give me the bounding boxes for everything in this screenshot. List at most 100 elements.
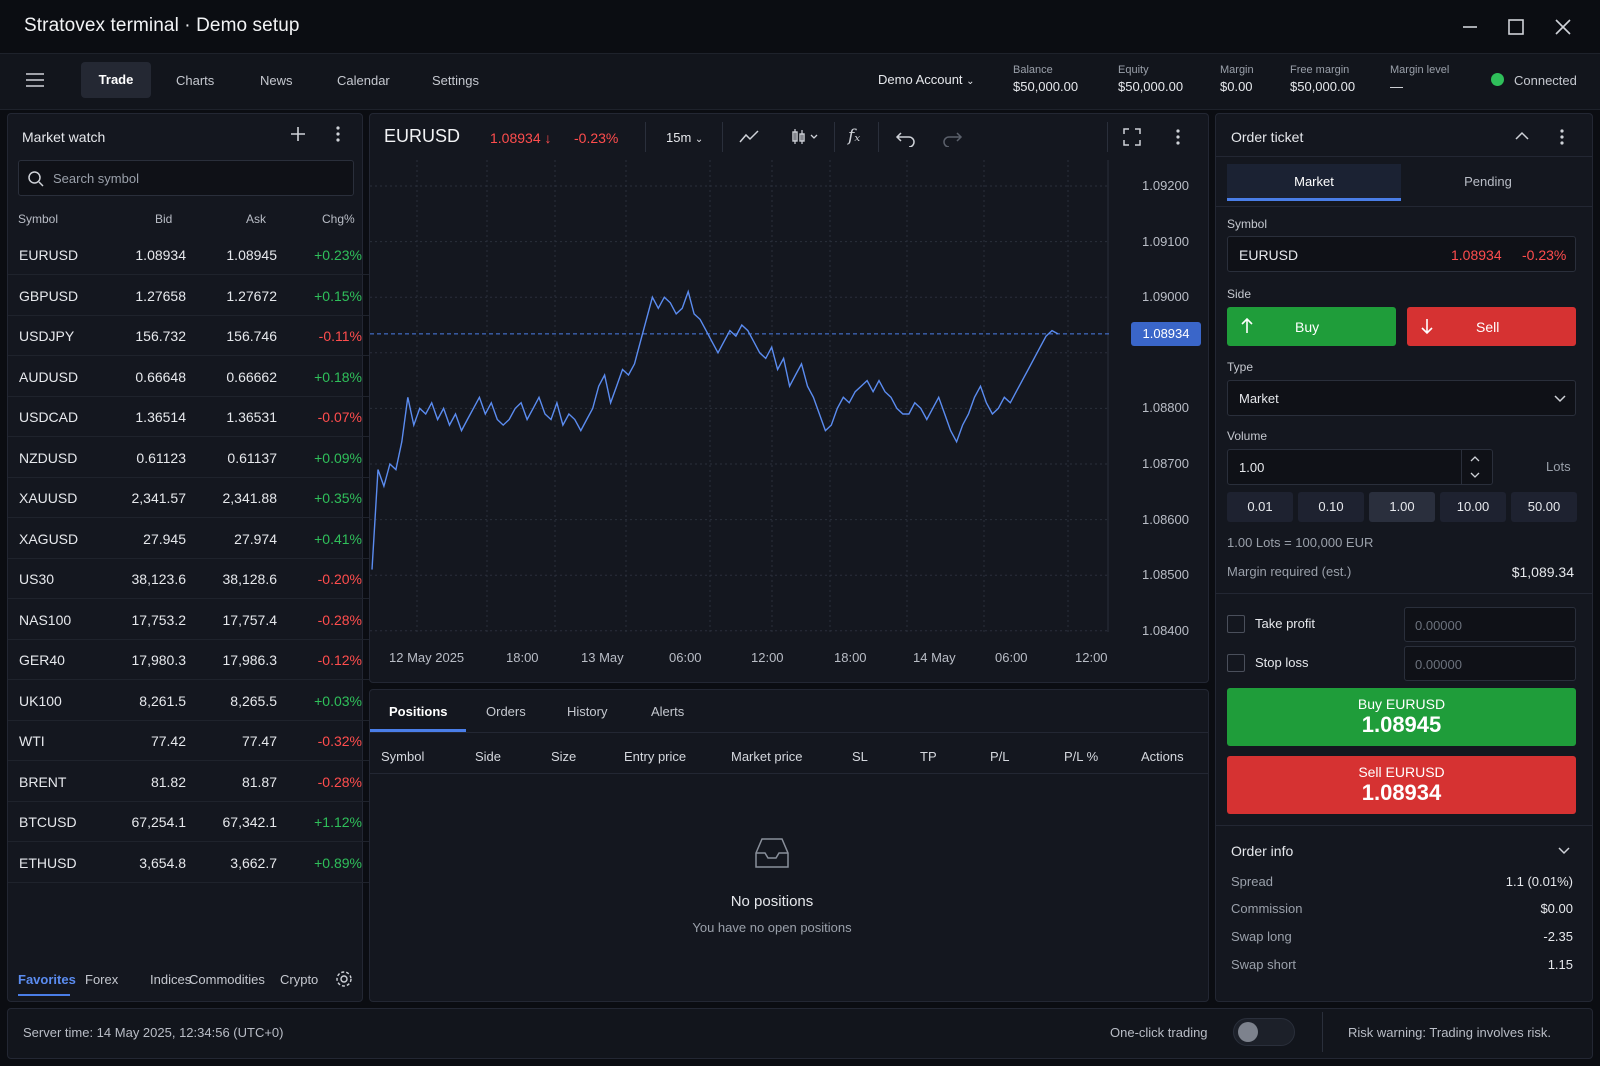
tab-positions[interactable]: Positions <box>389 704 448 719</box>
volume-preset-0-01[interactable]: 0.01 <box>1227 492 1293 522</box>
order-info-title: Order info <box>1231 843 1294 859</box>
x-tick-label: 12:00 <box>1075 650 1108 665</box>
side-sell-button[interactable]: Sell <box>1407 307 1576 346</box>
gear-icon[interactable] <box>334 969 354 992</box>
watch-tab-favorites[interactable]: Favorites <box>18 972 76 987</box>
minimize-button[interactable] <box>1454 12 1486 42</box>
redo-icon[interactable] <box>941 127 963 150</box>
info-label: Commission <box>1231 901 1303 916</box>
watch-row-eurusd[interactable]: EURUSD 1.08934 1.08945 +0.23% <box>8 235 370 275</box>
ticket-tab-pending[interactable]: Pending <box>1464 174 1512 189</box>
add-symbol-icon[interactable] <box>288 124 308 147</box>
th-market-price: Market price <box>731 749 803 764</box>
watch-bid: 38,123.6 <box>131 571 187 587</box>
watch-change-positive: +0.89% <box>314 854 362 871</box>
stop-loss-checkbox[interactable] <box>1227 654 1245 672</box>
watch-tab-commodities[interactable]: Commodities <box>189 972 265 987</box>
price-series-line <box>371 289 1059 570</box>
y-tick-label: 1.08700 <box>1142 456 1189 471</box>
watch-row-usdcad[interactable]: USDCAD 1.36514 1.36531 -0.07% <box>8 397 370 437</box>
account-selector[interactable]: Demo Account ⌄ <box>878 72 975 87</box>
chevron-down-icon[interactable] <box>1556 842 1572 861</box>
x-tick-label: 06:00 <box>669 650 702 665</box>
watch-symbol: EURUSD <box>19 247 79 263</box>
hamburger-menu-icon[interactable] <box>24 70 46 93</box>
indicators-fx-icon[interactable]: 𝑓ₓ <box>848 126 861 146</box>
empty-title: No positions <box>730 893 814 910</box>
y-tick-label: 1.09100 <box>1142 233 1189 249</box>
order-type-select[interactable]: Market <box>1227 380 1576 416</box>
volume-input[interactable]: 1.00 <box>1227 449 1493 485</box>
stepper-up-icon[interactable] <box>1468 452 1482 469</box>
more-options-icon[interactable] <box>328 124 348 147</box>
maximize-button[interactable] <box>1500 12 1532 42</box>
watch-row-xagusd[interactable]: XAGUSD 27.945 27.974 +0.41% <box>8 519 370 559</box>
tab-orders[interactable]: Orders <box>486 704 526 719</box>
tab-alerts[interactable]: Alerts <box>651 704 685 719</box>
stat-margin-level: Margin level — <box>1390 64 1449 94</box>
stat-margin: Margin $0.00 <box>1220 64 1254 94</box>
watch-row-nas100[interactable]: NAS100 17,753.2 17,757.4 -0.28% <box>8 600 370 640</box>
one-click-toggle[interactable] <box>1233 1018 1295 1046</box>
watch-row-us30[interactable]: US30 38,123.6 38,128.6 -0.20% <box>8 559 370 599</box>
watch-tab-forex[interactable]: Forex <box>85 972 119 987</box>
take-profit-input[interactable]: 0.00000 <box>1404 607 1576 642</box>
watch-row-xauusd[interactable]: XAUUSD 2,341.57 2,341.88 +0.35% <box>8 478 370 518</box>
stat-label: Margin <box>1220 64 1254 76</box>
close-button[interactable] <box>1547 12 1579 42</box>
stop-loss-input[interactable]: 0.00000 <box>1404 646 1576 681</box>
undo-icon[interactable] <box>895 127 917 150</box>
chart-more-icon[interactable] <box>1168 127 1188 150</box>
y-tick-label: 1.09200 <box>1142 178 1189 193</box>
price-chart[interactable] <box>370 160 1130 645</box>
info-row-spread: Spread 1.1 (0.01%) <box>1231 874 1573 889</box>
ticket-more-icon[interactable] <box>1552 127 1572 150</box>
ticket-symbol-field[interactable]: EURUSD 1.08934 -0.23% <box>1227 236 1576 272</box>
watch-row-brent[interactable]: BRENT 81.82 81.87 -0.28% <box>8 762 370 802</box>
watch-bid: 17,980.3 <box>131 652 187 668</box>
divider <box>1216 206 1592 207</box>
take-profit-checkbox[interactable] <box>1227 615 1245 633</box>
candlestick-icon[interactable] <box>790 127 824 150</box>
volume-preset-0-10[interactable]: 0.10 <box>1298 492 1364 522</box>
nav-tab-calendar[interactable]: Calendar <box>337 73 390 88</box>
watch-row-ethusd[interactable]: ETHUSD 3,654.8 3,662.7 +0.89% <box>8 843 370 883</box>
nav-tab-settings[interactable]: Settings <box>432 73 479 88</box>
col-header-chg: Chg% <box>322 212 355 226</box>
watch-row-wti[interactable]: WTI 77.42 77.47 -0.32% <box>8 721 370 761</box>
side-buy-button[interactable]: Buy <box>1227 307 1396 346</box>
watch-row-uk100[interactable]: UK100 8,261.5 8,265.5 +0.03% <box>8 681 370 721</box>
buy-order-button[interactable]: Buy EURUSD 1.08945 <box>1227 688 1576 746</box>
volume-preset-1-00[interactable]: 1.00 <box>1369 492 1435 522</box>
watch-row-usdjpy[interactable]: USDJPY 156.732 156.746 -0.11% <box>8 316 370 356</box>
symbol-search-input[interactable]: Search symbol <box>18 160 354 196</box>
watch-change-positive: +0.41% <box>314 530 362 547</box>
timeframe-selector[interactable]: 15m ⌄ <box>666 130 703 145</box>
watch-tab-indices[interactable]: Indices <box>150 972 192 987</box>
watch-row-nzdusd[interactable]: NZDUSD 0.61123 0.61137 +0.09% <box>8 438 370 478</box>
line-chart-icon[interactable] <box>738 127 760 150</box>
sell-order-button[interactable]: Sell EURUSD 1.08934 <box>1227 756 1576 814</box>
volume-preset-10-00[interactable]: 10.00 <box>1440 492 1506 522</box>
nav-tab-trade[interactable]: Trade <box>81 62 151 98</box>
x-tick-label: 14 May <box>913 650 956 665</box>
watch-row-btcusd[interactable]: BTCUSD 67,254.1 67,342.1 +1.12% <box>8 802 370 842</box>
stepper-down-icon[interactable] <box>1468 468 1482 485</box>
nav-tab-charts[interactable]: Charts <box>176 73 215 88</box>
volume-preset-50-00[interactable]: 50.00 <box>1511 492 1577 522</box>
nav-tab-news[interactable]: News <box>260 73 293 88</box>
watch-row-ger40[interactable]: GER40 17,980.3 17,986.3 -0.12% <box>8 640 370 680</box>
fullscreen-icon[interactable] <box>1122 127 1142 150</box>
watch-bid: 81.82 <box>150 773 186 790</box>
chevron-up-icon[interactable] <box>1513 127 1531 148</box>
ticket-tab-market[interactable]: Market <box>1227 164 1401 200</box>
chart-symbol[interactable]: EURUSD <box>384 126 461 146</box>
watch-tab-crypto[interactable]: Crypto <box>280 972 319 987</box>
status-divider <box>1322 1012 1323 1052</box>
watch-row-audusd[interactable]: AUDUSD 0.66648 0.66662 +0.18% <box>8 357 370 397</box>
toolbar-divider <box>722 122 723 152</box>
x-tick-label: 18:00 <box>506 650 539 665</box>
watch-change-negative: -0.20% <box>317 571 362 587</box>
tab-history[interactable]: History <box>567 704 608 719</box>
watch-row-gbpusd[interactable]: GBPUSD 1.27658 1.27672 +0.15% <box>8 276 370 316</box>
